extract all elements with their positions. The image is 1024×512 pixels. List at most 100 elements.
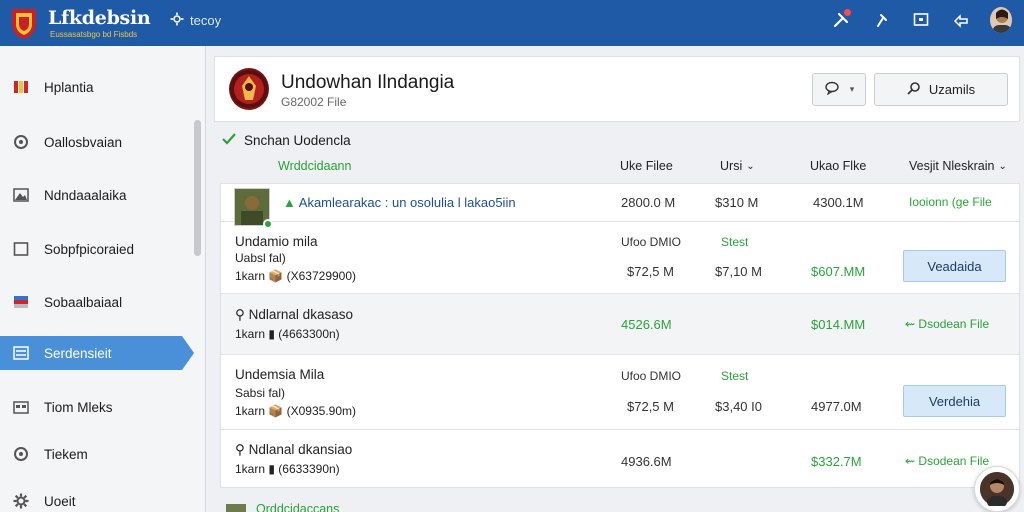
avatar[interactable]	[990, 7, 1012, 33]
sidebar-item-uoeit[interactable]: Uoeit	[0, 484, 194, 512]
row-meta: 1karn 📦 (X0935.90m)	[235, 404, 356, 418]
screen-icon[interactable]	[910, 9, 932, 31]
reply-icon: ⇜	[905, 454, 916, 468]
column-header-c2[interactable]: Ursi ⌄	[720, 159, 755, 173]
online-badge	[263, 219, 273, 229]
page-subtitle: G82002 File	[281, 95, 347, 109]
share-icon[interactable]	[950, 9, 972, 31]
row-top-label: Ufoo DMIO	[621, 235, 682, 249]
next-row-peek[interactable]: Qrddcidaccans	[226, 502, 339, 512]
sidebar-item-label: Ndndaaalaika	[44, 187, 127, 203]
row-value-2: $7,10 M	[715, 264, 762, 279]
row-value-3: $014.MM	[811, 317, 866, 332]
top-search[interactable]: tecoy	[170, 12, 221, 29]
avatar	[980, 472, 1014, 508]
sidebar-item-hplantia[interactable]: Hplantia	[0, 70, 194, 104]
column-header-c1[interactable]: Uke Filee	[620, 159, 673, 173]
section-title: Snchan Uodencla	[222, 133, 351, 148]
circle-icon	[12, 445, 30, 463]
row-action-button[interactable]: Verdehia	[903, 385, 1006, 417]
calendar-icon	[12, 398, 30, 416]
table-row[interactable]: ⚲ Ndlarnal dkasaso 1karn ▮ (4663300n) 45…	[221, 294, 1019, 355]
row-action-link[interactable]: Iooionn (ge File	[909, 195, 992, 209]
sidebar-item-tiekem[interactable]: Tiekem	[0, 437, 194, 471]
sidebar-item-sobaalbaiaal[interactable]: Sobaalbaiaal	[0, 285, 194, 319]
row-thumbnail	[226, 504, 246, 512]
row-value-3: 4977.0M	[811, 399, 862, 414]
section-title-text: Snchan Uodencla	[244, 133, 351, 148]
gear-icon	[170, 12, 184, 29]
emblem-logo	[8, 6, 40, 40]
row-meta: 1karn 📦 (X63729900)	[235, 269, 357, 283]
search-icon	[907, 81, 921, 98]
sidebar-item-tiom-mleks[interactable]: Tiom Mleks	[0, 390, 194, 424]
record-header: Undowhan Ilndangia G82002 File ▾ Uzamils	[214, 56, 1020, 122]
row-title: Akamlearakac : un osolulia l lakao5iin	[298, 195, 516, 210]
row-action-link: Dsodean File	[918, 454, 990, 468]
sidebar-item-oallosbvaian[interactable]: Oallosbvaian	[0, 125, 194, 159]
records-list: ▲ Akamlearakac : un osolulia l lakao5iin…	[220, 183, 1020, 488]
row-value-3: $332.7M	[811, 454, 862, 469]
next-row-label: Qrddcidaccans	[256, 502, 340, 512]
sidebar-item-label: Oallosbvaian	[44, 134, 123, 150]
column-header-c3[interactable]: Ukao Flke	[810, 159, 867, 173]
row-value-3: 4300.1M	[813, 195, 864, 210]
column-header-c4[interactable]: Vesjit Nleskrain ⌄	[909, 159, 1007, 173]
row-action-link: Dsodean File	[918, 317, 990, 331]
list-icon	[12, 344, 30, 362]
row-value-2: $310 M	[715, 195, 759, 210]
sidebar: Hplantia Oallosbvaian Ndndaaalaika Sobpf…	[0, 46, 206, 512]
row-value-1: $72,5 M	[627, 264, 674, 279]
pin-icon: ⚲	[235, 442, 245, 457]
checkmark-icon	[222, 133, 236, 148]
table-row[interactable]: Undemsia Mila Sabsi fal) 1karn 📦 (X0935.…	[221, 355, 1019, 430]
sidebar-item-sobpfpicoraied[interactable]: Sobpfpicoraied	[0, 232, 194, 266]
table-row[interactable]: ▲ Akamlearakac : un osolulia l lakao5iin…	[221, 184, 1019, 229]
chevron-down-icon: ▾	[849, 84, 855, 94]
row-meta: 1karn ▮ (6633390n)	[235, 462, 340, 476]
comment-button[interactable]: ▾	[812, 73, 866, 106]
sidebar-item-label: Tiom Mleks	[44, 399, 113, 415]
search-button[interactable]: Uzamils	[874, 73, 1008, 106]
tools-icon[interactable]	[830, 9, 852, 31]
sidebar-item-serdensieit[interactable]: Serdensieit	[0, 336, 194, 370]
record-emblem	[229, 68, 269, 110]
reply-icon: ⇜	[905, 317, 916, 331]
row-subtitle: Sabsi fal)	[235, 386, 286, 400]
sidebar-item-label: Hplantia	[44, 79, 94, 95]
chat-avatar[interactable]	[974, 466, 1020, 512]
brand-name: Lfkdebsin	[48, 7, 151, 29]
row-title: Ndlanal dkansiao	[248, 442, 353, 457]
page-title: Undowhan Ilndangia	[281, 72, 455, 93]
sidebar-item-ndndaaalaika[interactable]: Ndndaaalaika	[0, 178, 194, 212]
row-subtitle: Uabsl fal)	[235, 251, 286, 265]
mountain-icon	[12, 186, 30, 204]
pin-icon[interactable]	[870, 9, 892, 31]
square-icon	[12, 240, 30, 258]
row-value-1: $72,5 M	[627, 399, 674, 414]
sidebar-item-label: Uoeit	[44, 493, 76, 509]
sidebar-item-label: Sobaalbaiaal	[44, 294, 123, 310]
table-row[interactable]: ⚲ Ndlanal dkansiao 1karn ▮ (6633390n) 49…	[221, 430, 1019, 488]
top-search-label: tecoy	[190, 13, 222, 28]
comment-icon	[824, 81, 840, 98]
top-bar: Lfkdebsin Eussasatsbgo bd Fisbds tecoy	[0, 0, 1024, 46]
row-title: Undemsia Mila	[235, 367, 325, 382]
row-status: Stest	[721, 369, 749, 383]
pin-icon: ⚲	[235, 307, 245, 322]
notification-dot	[844, 9, 851, 16]
sidebar-item-label: Sobpfpicoraied	[44, 241, 135, 257]
row-value-3: $607.MM	[811, 264, 866, 279]
table-row[interactable]: Undamio mila Uabsl fal) 1karn 📦 (X637299…	[221, 222, 1019, 294]
sidebar-scrollbar[interactable]	[194, 120, 201, 256]
gear-icon	[12, 492, 30, 510]
row-title: Ndlarnal dkasaso	[248, 307, 353, 322]
column-header-name[interactable]: Wrddcidaann	[278, 159, 352, 173]
row-value-1: 4526.6M	[621, 317, 672, 332]
row-title: Undamio mila	[235, 234, 318, 249]
row-meta: 1karn ▮ (4663300n)	[235, 327, 340, 341]
sidebar-item-label: Serdensieit	[44, 345, 112, 361]
flag-icon	[12, 78, 30, 96]
tree-icon: ▲	[283, 195, 296, 210]
row-action-button[interactable]: Veadaida	[903, 250, 1006, 282]
